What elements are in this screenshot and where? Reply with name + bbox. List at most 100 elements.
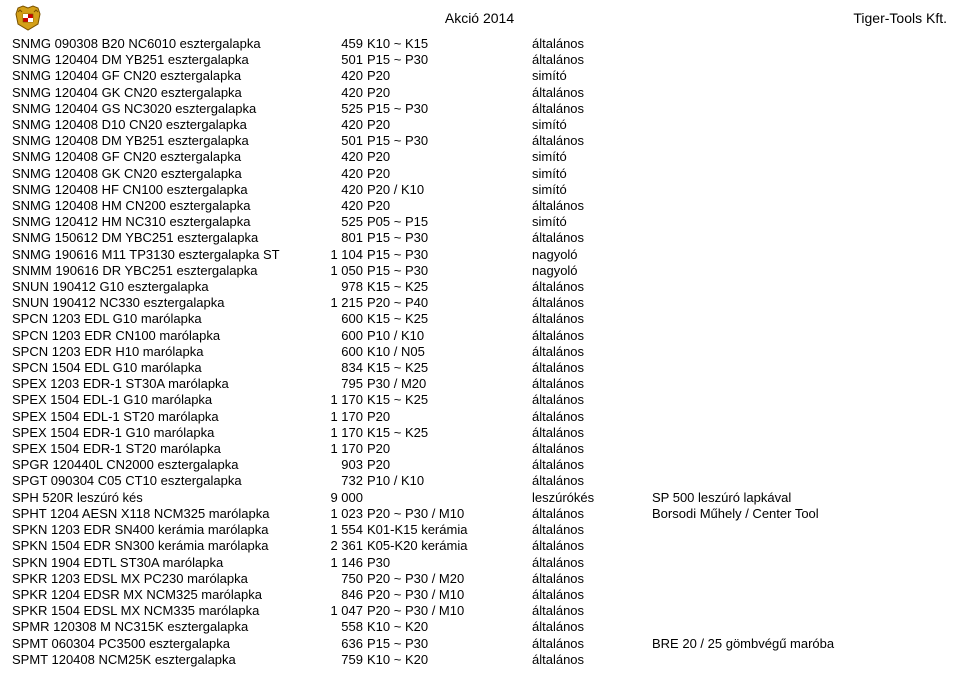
product-note xyxy=(650,538,949,554)
product-category: általános xyxy=(530,198,650,214)
product-note xyxy=(650,166,949,182)
table-row: SPKR 1504 EDSL MX NCM335 marólapka1 047P… xyxy=(10,603,949,619)
product-note xyxy=(650,68,949,84)
product-spec: P15 ~ P30 xyxy=(365,101,530,117)
header: Akció 2014 Tiger-Tools Kft. xyxy=(10,6,949,32)
product-price: 558 xyxy=(310,619,365,635)
table-row: SNMG 120408 HF CN100 esztergalapka420P20… xyxy=(10,182,949,198)
product-category: általános xyxy=(530,36,650,52)
table-row: SNMG 120404 DM YB251 esztergalapka501P15… xyxy=(10,52,949,68)
table-row: SPEX 1504 EDL-1 ST20 marólapka1 170P20ál… xyxy=(10,409,949,425)
product-name: SPKR 1204 EDSR MX NCM325 marólapka xyxy=(10,587,310,603)
product-spec: P20 xyxy=(365,457,530,473)
product-note xyxy=(650,652,949,668)
product-price: 1 104 xyxy=(310,247,365,263)
table-row: SNMG 120404 GF CN20 esztergalapka420P20s… xyxy=(10,68,949,84)
table-row: SNMG 120404 GS NC3020 esztergalapka525P1… xyxy=(10,101,949,117)
product-note xyxy=(650,344,949,360)
product-category: általános xyxy=(530,587,650,603)
product-category: általános xyxy=(530,538,650,554)
product-note xyxy=(650,328,949,344)
product-name: SPKN 1203 EDR SN400 kerámia marólapka xyxy=(10,522,310,538)
product-spec: K15 ~ K25 xyxy=(365,425,530,441)
table-row: SPH 520R leszúró kés9 000leszúrókésSP 50… xyxy=(10,490,949,506)
product-name: SPCN 1203 EDL G10 marólapka xyxy=(10,311,310,327)
product-note xyxy=(650,295,949,311)
product-price: 759 xyxy=(310,652,365,668)
table-row: SPHT 1204 AESN X118 NCM325 marólapka1 02… xyxy=(10,506,949,522)
table-row: SPMR 120308 M NC315K esztergalapka558K10… xyxy=(10,619,949,635)
product-category: általános xyxy=(530,555,650,571)
product-spec: P20 xyxy=(365,198,530,214)
product-price: 420 xyxy=(310,166,365,182)
product-spec: K15 ~ K25 xyxy=(365,392,530,408)
product-price: 420 xyxy=(310,149,365,165)
product-name: SNMG 120404 DM YB251 esztergalapka xyxy=(10,52,310,68)
product-note xyxy=(650,214,949,230)
product-category: nagyoló xyxy=(530,263,650,279)
product-spec: P15 ~ P30 xyxy=(365,133,530,149)
product-price: 501 xyxy=(310,52,365,68)
product-note xyxy=(650,149,949,165)
product-name: SNUN 190412 G10 esztergalapka xyxy=(10,279,310,295)
product-price: 1 215 xyxy=(310,295,365,311)
product-category: általános xyxy=(530,652,650,668)
product-name: SPKN 1904 EDTL ST30A marólapka xyxy=(10,555,310,571)
product-name: SPEX 1504 EDR-1 ST20 marólapka xyxy=(10,441,310,457)
product-name: SNMG 120408 D10 CN20 esztergalapka xyxy=(10,117,310,133)
product-name: SPMT 120408 NCM25K esztergalapka xyxy=(10,652,310,668)
product-note xyxy=(650,52,949,68)
product-price: 420 xyxy=(310,198,365,214)
product-category: általános xyxy=(530,392,650,408)
product-spec: P15 ~ P30 xyxy=(365,247,530,263)
product-price: 903 xyxy=(310,457,365,473)
product-name: SPCN 1504 EDL G10 marólapka xyxy=(10,360,310,376)
product-note xyxy=(650,198,949,214)
page-title: Akció 2014 xyxy=(10,10,949,26)
product-spec: P15 ~ P30 xyxy=(365,263,530,279)
product-name: SNUN 190412 NC330 esztergalapka xyxy=(10,295,310,311)
product-note xyxy=(650,376,949,392)
product-price: 525 xyxy=(310,214,365,230)
product-category: általános xyxy=(530,441,650,457)
product-spec: P20 / K10 xyxy=(365,182,530,198)
product-spec: P20 ~ P30 / M10 xyxy=(365,587,530,603)
table-row: SPEX 1203 EDR-1 ST30A marólapka795P30 / … xyxy=(10,376,949,392)
product-category: simító xyxy=(530,166,650,182)
product-price: 1 170 xyxy=(310,392,365,408)
table-row: SPKN 1504 EDR SN300 kerámia marólapka2 3… xyxy=(10,538,949,554)
product-name: SNMG 120412 HM NC310 esztergalapka xyxy=(10,214,310,230)
product-price: 600 xyxy=(310,311,365,327)
product-note: SP 500 leszúró lapkával xyxy=(650,490,949,506)
product-spec: K15 ~ K25 xyxy=(365,311,530,327)
product-spec: P15 ~ P30 xyxy=(365,636,530,652)
product-note xyxy=(650,117,949,133)
product-note xyxy=(650,441,949,457)
product-spec: P20 xyxy=(365,117,530,133)
table-row: SPKR 1203 EDSL MX PC230 marólapka750P20 … xyxy=(10,571,949,587)
product-name: SNMG 120404 GK CN20 esztergalapka xyxy=(10,85,310,101)
product-price: 459 xyxy=(310,36,365,52)
product-price: 834 xyxy=(310,360,365,376)
product-note xyxy=(650,279,949,295)
product-price: 1 050 xyxy=(310,263,365,279)
product-note xyxy=(650,247,949,263)
product-spec: K15 ~ K25 xyxy=(365,360,530,376)
table-row: SPEX 1504 EDR-1 ST20 marólapka1 170P20ál… xyxy=(10,441,949,457)
product-category: nagyoló xyxy=(530,247,650,263)
table-row: SPGT 090304 C05 CT10 esztergalapka732P10… xyxy=(10,473,949,489)
table-row: SPKN 1203 EDR SN400 kerámia marólapka1 5… xyxy=(10,522,949,538)
product-note xyxy=(650,409,949,425)
table-row: SPCN 1203 EDR H10 marólapka600K10 / N05á… xyxy=(10,344,949,360)
table-row: SPCN 1504 EDL G10 marólapka834K15 ~ K25á… xyxy=(10,360,949,376)
product-note xyxy=(650,457,949,473)
product-category: általános xyxy=(530,522,650,538)
product-name: SPEX 1504 EDL-1 G10 marólapka xyxy=(10,392,310,408)
product-name: SNMG 120408 HF CN100 esztergalapka xyxy=(10,182,310,198)
product-note xyxy=(650,603,949,619)
product-category: általános xyxy=(530,603,650,619)
table-row: SPGR 120440L CN2000 esztergalapka903P20á… xyxy=(10,457,949,473)
product-category: simító xyxy=(530,68,650,84)
product-spec: P15 ~ P30 xyxy=(365,230,530,246)
table-row: SNMG 120404 GK CN20 esztergalapka420P20á… xyxy=(10,85,949,101)
